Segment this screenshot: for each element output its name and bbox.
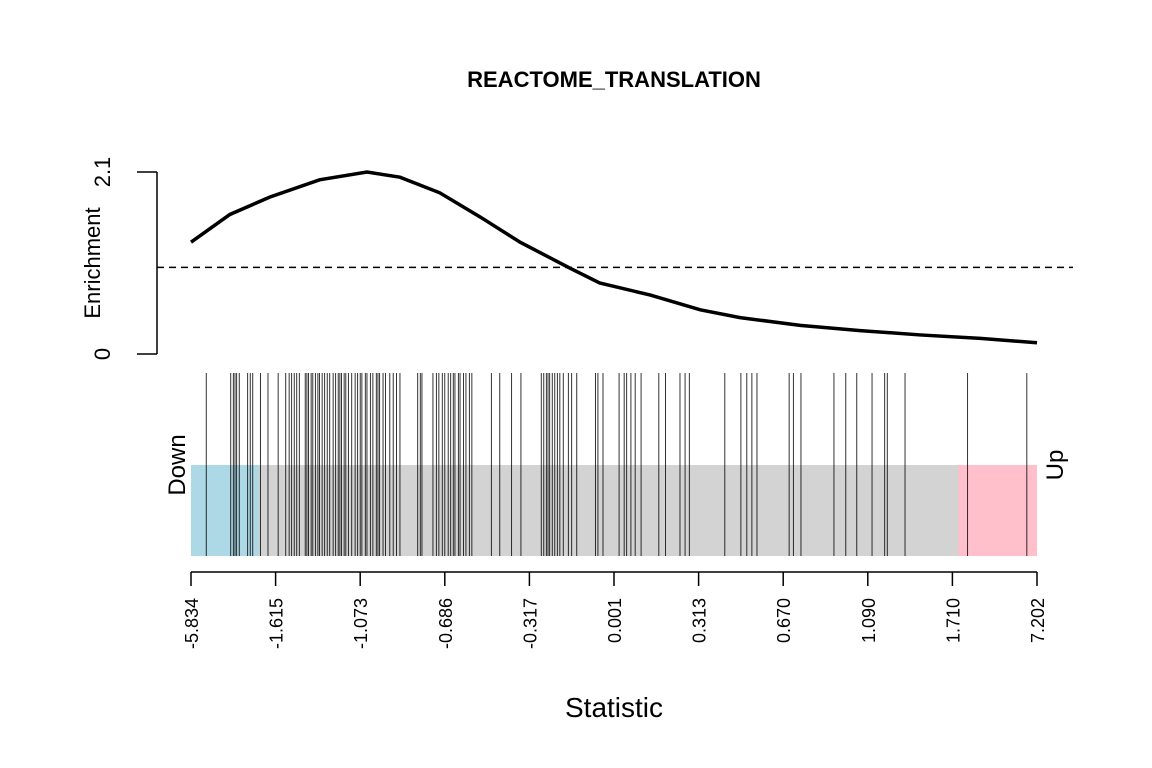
barcode-background bbox=[191, 465, 1037, 556]
x-tick-label: 1.090 bbox=[859, 598, 879, 643]
x-tick-label: 1.710 bbox=[943, 598, 963, 643]
y-axis-label: Enrichment bbox=[80, 207, 105, 318]
chart-title: REACTOME_TRANSLATION bbox=[467, 67, 761, 92]
x-tick-label: -0.686 bbox=[436, 598, 456, 649]
enrichment-line bbox=[189, 170, 1038, 345]
x-tick-label: -0.317 bbox=[520, 598, 540, 649]
barcode-region bbox=[191, 465, 259, 556]
x-axis-label: Statistic bbox=[565, 692, 663, 723]
x-tick-label: 0.001 bbox=[605, 598, 625, 643]
region-label: Down bbox=[164, 434, 191, 495]
x-tick-label: -1.073 bbox=[351, 598, 371, 649]
x-tick-label: 7.202 bbox=[1028, 598, 1048, 643]
x-tick-label: -1.615 bbox=[267, 598, 287, 649]
barcode-region bbox=[958, 465, 1037, 556]
y-tick-label: 2.1 bbox=[90, 157, 115, 188]
region-label: Up bbox=[1042, 450, 1069, 481]
x-tick-label: 0.313 bbox=[690, 598, 710, 643]
y-tick-label: 0 bbox=[90, 348, 115, 360]
x-tick-label: -5.834 bbox=[182, 598, 202, 649]
x-tick-label: 0.670 bbox=[774, 598, 794, 643]
